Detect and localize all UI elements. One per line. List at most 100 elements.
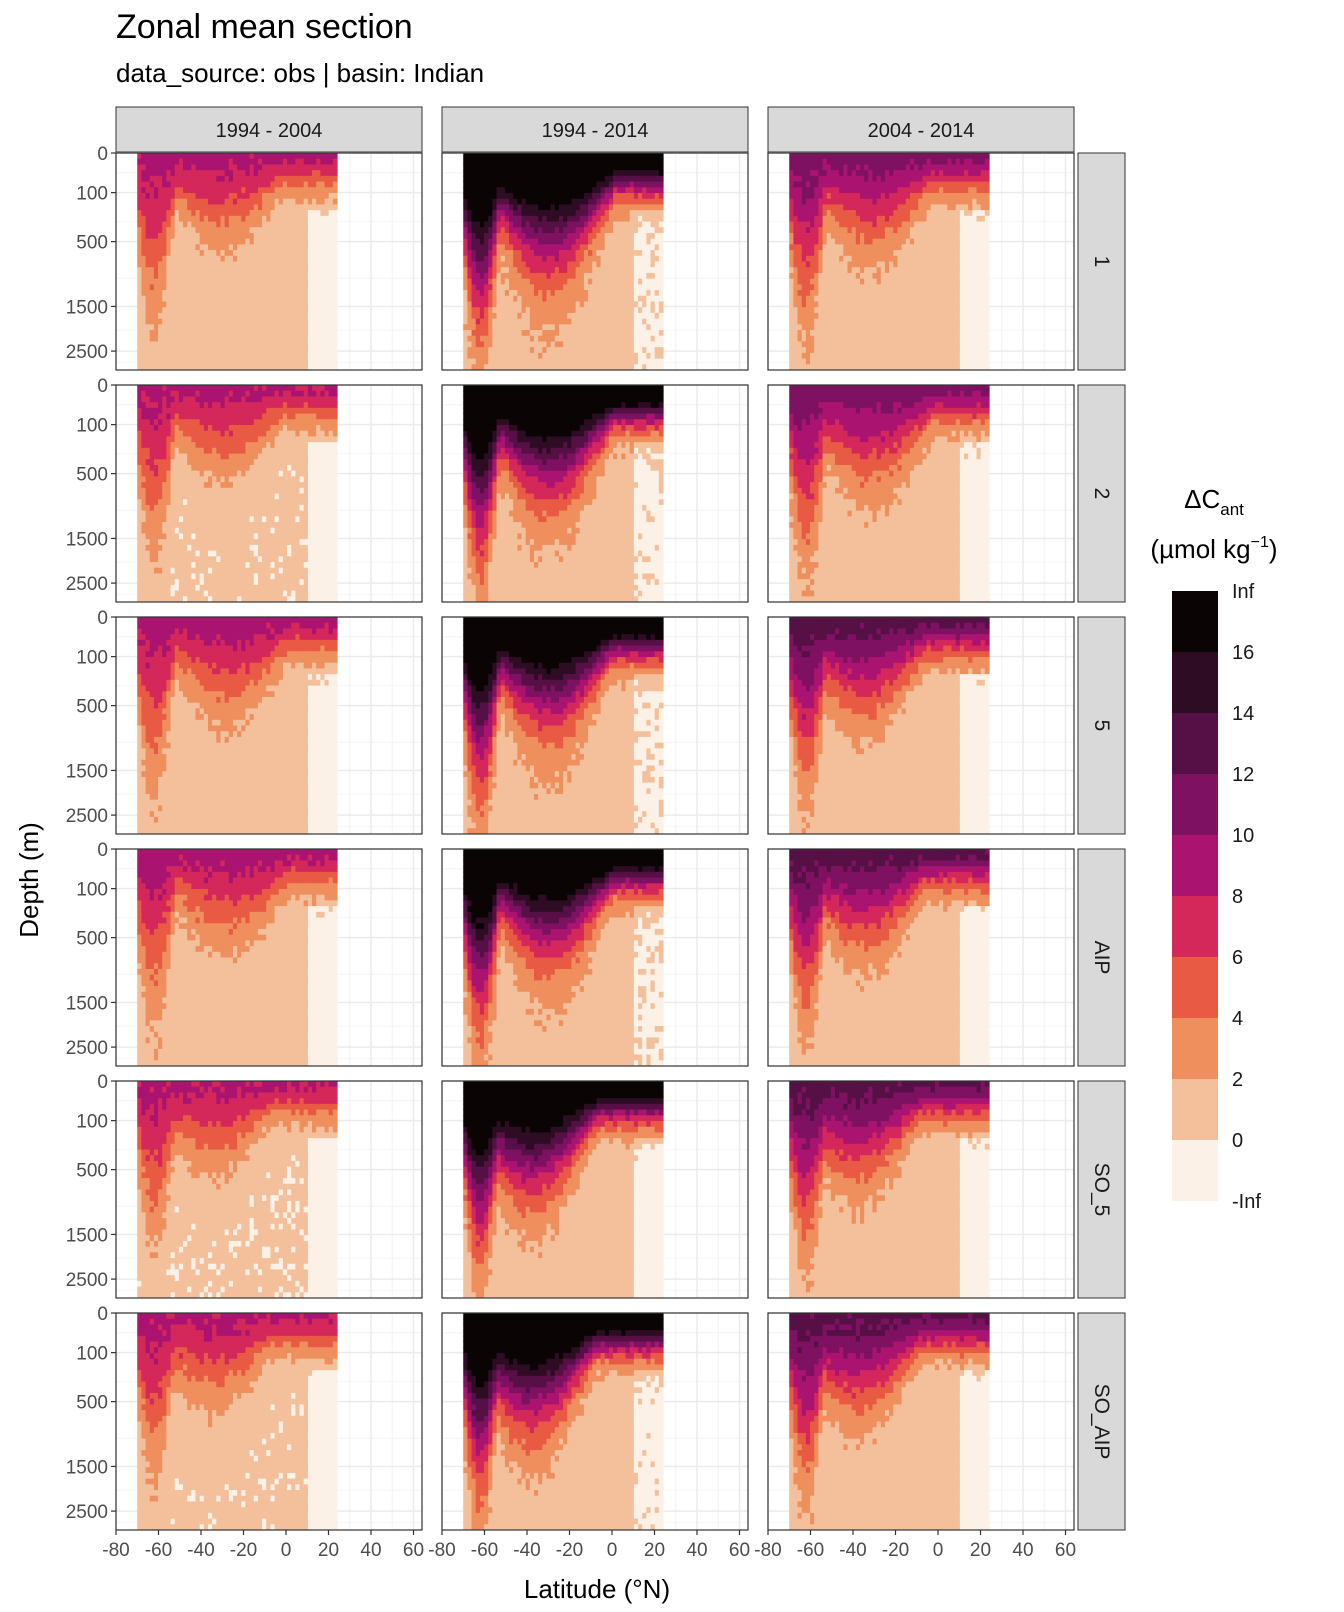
contour-cell: [629, 307, 635, 314]
contour-cell: [249, 164, 255, 171]
contour-cell: [822, 198, 828, 205]
contour-cell: [170, 312, 176, 320]
contour-cell: [822, 227, 828, 234]
contour-cell: [579, 324, 585, 331]
contour-cell: [542, 187, 548, 194]
contour-cell: [266, 204, 272, 211]
contour-cell: [220, 204, 226, 211]
contour-cell: [291, 352, 296, 360]
contour-cell: [492, 307, 498, 314]
contour-cell: [810, 181, 815, 188]
contour-cell: [608, 244, 614, 251]
contour-cell: [835, 358, 840, 365]
contour-cell: [633, 341, 639, 348]
contour-cell: [149, 341, 155, 348]
contour-cell: [901, 153, 907, 160]
contour-cell: [801, 318, 807, 325]
contour-cell: [303, 330, 309, 337]
contour-cell: [608, 204, 614, 211]
contour-cell: [162, 318, 167, 325]
contour-cell: [320, 341, 326, 348]
contour-cell: [633, 153, 639, 160]
contour-cell: [509, 307, 514, 314]
contour-cell: [654, 335, 660, 343]
contour-cell: [658, 335, 664, 343]
contour-cell: [262, 244, 267, 251]
contour-cell: [183, 250, 188, 257]
contour-cell: [805, 267, 811, 274]
contour-cell: [579, 215, 585, 223]
contour-cell: [199, 158, 205, 166]
contour-cell: [880, 312, 886, 320]
contour-cell: [249, 301, 255, 308]
contour-cell: [625, 324, 631, 331]
contour-cell: [237, 284, 242, 291]
contour-cell: [467, 330, 473, 337]
contour-cell: [835, 210, 840, 217]
contour-cell: [558, 210, 564, 217]
contour-cell: [216, 307, 222, 314]
contour-cell: [278, 175, 284, 183]
contour-cell: [914, 170, 919, 177]
contour-cell: [517, 158, 523, 166]
contour-cell: [876, 232, 882, 240]
contour-cell: [291, 215, 296, 223]
contour-cell: [613, 324, 618, 331]
contour-cell: [571, 330, 577, 337]
contour-cell: [855, 324, 861, 331]
contour-cell: [199, 232, 205, 240]
contour-cell: [826, 255, 832, 263]
contour-cell: [153, 267, 159, 274]
contour-cell: [658, 232, 664, 240]
contour-cell: [617, 301, 622, 308]
contour-cell: [542, 358, 548, 365]
contour-cell: [567, 153, 573, 160]
contour-cell: [884, 301, 890, 308]
contour-cell: [203, 330, 209, 337]
contour-cell: [245, 250, 251, 257]
contour-cell: [220, 347, 226, 354]
contour-cell: [212, 290, 217, 297]
contour-cell: [521, 335, 527, 343]
contour-cell: [332, 278, 338, 285]
contour-cell: [517, 250, 523, 257]
contour-cell: [814, 307, 819, 314]
contour-cell: [463, 352, 469, 360]
contour-cell: [237, 232, 242, 240]
contour-cell: [909, 267, 915, 274]
contour-cell: [320, 307, 326, 314]
contour-cell: [174, 267, 180, 274]
contour-cell: [278, 307, 284, 314]
contour-cell: [195, 312, 201, 320]
contour-cell: [918, 170, 924, 177]
contour-cell: [170, 238, 176, 245]
contour-cell: [579, 210, 585, 217]
contour-cell: [851, 272, 857, 280]
contour-cell: [633, 352, 639, 360]
contour-cell: [316, 153, 321, 160]
contour-cell: [199, 227, 205, 234]
contour-cell: [583, 181, 589, 188]
contour-cell: [249, 312, 255, 320]
contour-cell: [646, 318, 652, 325]
contour-cell: [216, 352, 222, 360]
contour-cell: [814, 215, 819, 223]
contour-cell: [843, 324, 849, 331]
contour-cell: [496, 192, 502, 200]
contour-cell: [332, 341, 338, 348]
contour-cell: [542, 341, 548, 348]
contour-cell: [567, 215, 573, 223]
contour-cell: [633, 347, 639, 354]
contour-cell: [621, 307, 627, 314]
contour-cell: [868, 170, 874, 177]
contour-cell: [316, 238, 321, 245]
contour-cell: [328, 244, 334, 251]
contour-cell: [153, 301, 159, 308]
contour-cell: [291, 330, 296, 337]
contour-cell: [918, 352, 924, 360]
contour-cell: [884, 244, 890, 251]
contour-cell: [266, 295, 272, 303]
contour-cell: [843, 330, 849, 337]
contour-cell: [299, 181, 305, 188]
contour-cell: [793, 290, 799, 297]
